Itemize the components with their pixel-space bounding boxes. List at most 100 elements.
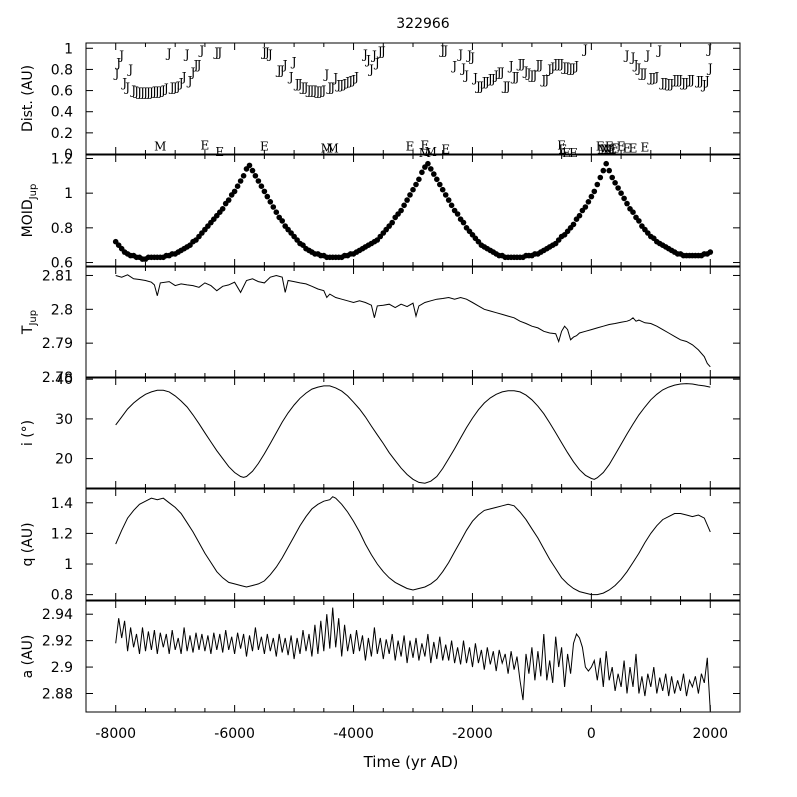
encounter-J: J xyxy=(634,61,641,75)
encounter-J: J xyxy=(367,62,374,76)
encounter-J: J xyxy=(700,78,707,92)
encounter-J: J xyxy=(153,85,160,99)
encounter-J: J xyxy=(495,66,502,80)
encounter-J: J xyxy=(486,72,493,86)
encounter-E: E xyxy=(215,145,224,159)
encounter-J: J xyxy=(664,77,671,91)
encounter-E: E xyxy=(611,142,620,156)
data-point xyxy=(398,207,404,214)
data-point xyxy=(270,204,277,210)
data-point xyxy=(431,171,437,177)
y-tick-label: 0.6 xyxy=(51,256,73,272)
encounter-J: J xyxy=(120,76,127,90)
data-point xyxy=(428,166,434,172)
encounter-J: J xyxy=(501,79,508,93)
x-tick-label: -6000 xyxy=(214,726,255,742)
y-tick-label: 0.6 xyxy=(51,84,73,100)
encounter-J: J xyxy=(629,51,636,65)
encounter-J: J xyxy=(545,62,552,76)
y-axis-label-main: T xyxy=(20,325,36,335)
encounter-J: J xyxy=(373,56,380,70)
data-point xyxy=(597,174,604,181)
data-point xyxy=(603,160,609,167)
encounter-J: J xyxy=(132,85,139,99)
encounter-J: J xyxy=(349,73,356,87)
encounter-E: E xyxy=(421,139,430,153)
data-point xyxy=(437,181,443,188)
data-point xyxy=(404,197,410,203)
encounter-J: J xyxy=(703,74,710,88)
encounter-J: J xyxy=(290,55,297,69)
y-tick-label: 0.8 xyxy=(51,62,73,78)
y-tick-label: 1 xyxy=(64,41,73,57)
encounter-J: J xyxy=(566,61,573,75)
encounter-J: J xyxy=(632,58,639,72)
encounter-J: J xyxy=(474,79,481,93)
data-point xyxy=(434,176,440,183)
y-axis-label-main: i (°) xyxy=(20,420,36,446)
y-tick-label: 0.8 xyxy=(51,221,73,237)
encounter-J: J xyxy=(162,81,169,95)
encounter-J: J xyxy=(135,86,142,100)
data-point xyxy=(261,188,268,195)
encounter-J: J xyxy=(165,47,172,61)
encounter-J: J xyxy=(480,75,487,89)
panel-moid: 0.6 0.8 1 1.2 MOIDJup xyxy=(20,151,741,272)
data-point xyxy=(612,180,618,186)
encounter-J: J xyxy=(192,58,199,72)
data-point xyxy=(576,212,583,219)
data-point xyxy=(636,218,642,224)
encounter-J: J xyxy=(542,73,549,87)
data-point xyxy=(615,185,621,191)
encounter-J: J xyxy=(661,76,668,90)
encounter-J: J xyxy=(379,44,386,58)
encounter-J: J xyxy=(557,57,564,71)
y-axis-label: MOIDJup xyxy=(20,184,39,238)
data-point xyxy=(279,218,286,224)
encounter-J: J xyxy=(536,58,543,72)
encounter-J: J xyxy=(322,68,329,82)
encounter-J: J xyxy=(299,80,306,94)
data-point xyxy=(442,192,449,198)
data-point xyxy=(588,193,595,200)
y-axis-label: a (AU) xyxy=(20,635,36,679)
encounter-J: J xyxy=(498,66,505,80)
y-tick-label: 1.2 xyxy=(51,526,73,542)
encounter-J: J xyxy=(361,48,368,62)
encounter-J: J xyxy=(112,67,119,81)
data-point xyxy=(425,160,431,167)
encounter-J: J xyxy=(266,48,273,62)
encounter-J: J xyxy=(572,59,579,73)
data-point xyxy=(460,219,467,226)
encounter-J: J xyxy=(168,80,175,94)
data-point xyxy=(630,209,636,215)
encounter-J: J xyxy=(673,73,680,87)
encounter-J: J xyxy=(129,84,136,98)
encounter-J: J xyxy=(563,60,570,74)
encounter-E: E xyxy=(406,140,415,154)
data-point xyxy=(252,173,259,179)
panel-q: 0.8 1 1.2 1.4 q (AU) xyxy=(20,488,741,604)
y-axis-label-sub: Jup xyxy=(28,184,39,201)
encounter-J: J xyxy=(516,57,523,71)
encounter-J: J xyxy=(293,77,300,91)
y-axis-label-sub: Jup xyxy=(28,310,39,327)
encounter-J: J xyxy=(530,69,537,83)
encounter-J: J xyxy=(471,71,478,85)
y-axis-label: TJup xyxy=(20,310,39,335)
encounter-E: E xyxy=(605,140,614,154)
encounter-J: J xyxy=(697,74,704,88)
data-point xyxy=(249,167,256,174)
encounter-J: J xyxy=(159,84,166,98)
encounter-J: J xyxy=(370,49,377,63)
encounter-J: J xyxy=(623,49,630,63)
encounter-J: J xyxy=(156,85,163,99)
encounter-J: J xyxy=(688,73,695,87)
encounter-J: J xyxy=(275,63,282,77)
data-point xyxy=(454,211,461,217)
encounter-J: J xyxy=(328,80,335,94)
encounter-J: J xyxy=(646,71,653,85)
data-point xyxy=(401,202,407,209)
data-point xyxy=(410,186,416,193)
